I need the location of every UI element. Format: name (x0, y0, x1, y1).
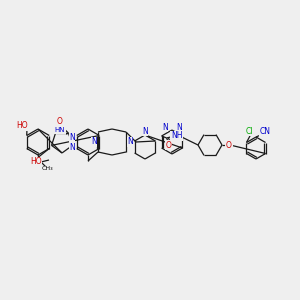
Text: O: O (166, 140, 172, 149)
Text: N: N (176, 122, 182, 131)
Text: Cl: Cl (245, 127, 253, 136)
Text: HO: HO (30, 158, 42, 166)
Text: O: O (57, 118, 63, 127)
Text: N: N (162, 122, 168, 131)
Text: N: N (127, 137, 133, 146)
Text: HO: HO (16, 122, 28, 130)
Text: N: N (142, 127, 148, 136)
Text: N: N (91, 137, 97, 146)
Text: CH₃: CH₃ (41, 167, 53, 172)
Text: NH: NH (171, 131, 182, 140)
Text: N: N (69, 133, 75, 142)
Text: N: N (69, 142, 75, 152)
Text: CN: CN (260, 128, 271, 136)
Text: HN: HN (55, 127, 65, 133)
Text: O: O (226, 140, 232, 149)
